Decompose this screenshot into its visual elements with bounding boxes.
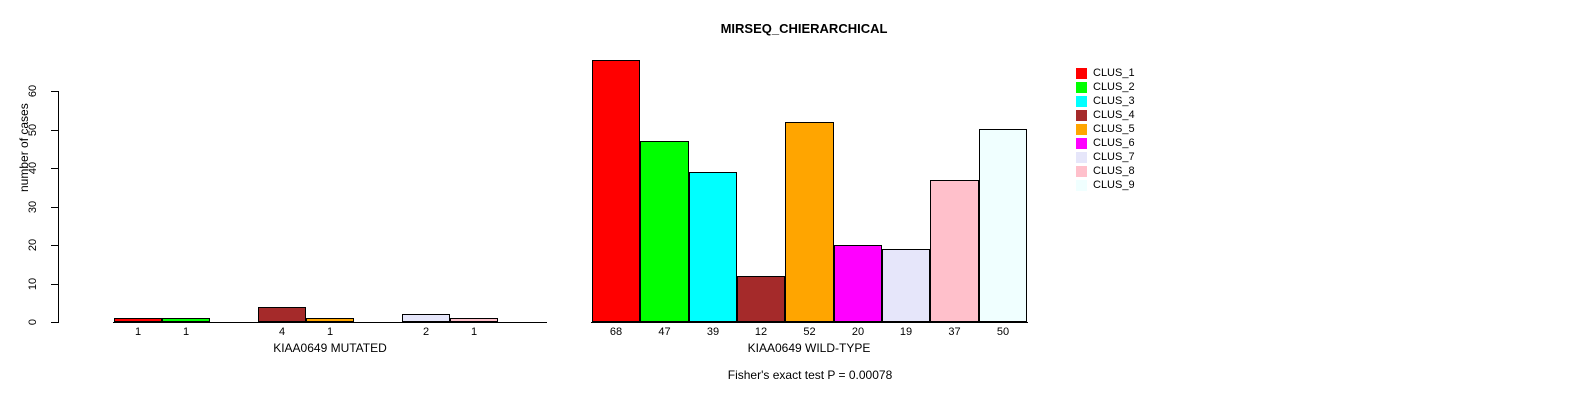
bar-CLUS_5-wildtype	[785, 122, 834, 322]
x-axis-line-mutated	[113, 322, 547, 323]
legend-item-clus_6: CLUS_6	[1076, 136, 1135, 150]
y-axis-tick	[51, 284, 58, 285]
legend-item-clus_1: CLUS_1	[1076, 66, 1135, 80]
legend-label: CLUS_4	[1093, 109, 1135, 121]
y-axis-tick-label: 20	[27, 238, 39, 252]
legend-label: CLUS_1	[1093, 67, 1135, 79]
legend-swatch-clus_7	[1076, 151, 1087, 163]
bar-CLUS_1-mutated	[114, 318, 162, 322]
bar-value-label: 2	[422, 326, 430, 338]
y-axis-line	[58, 91, 59, 323]
legend-label: CLUS_2	[1093, 81, 1135, 93]
legend-item-clus_2: CLUS_2	[1076, 80, 1135, 94]
bar-value-label: 4	[278, 326, 286, 338]
y-axis-tick	[51, 245, 58, 246]
legend-item-clus_8: CLUS_8	[1076, 164, 1135, 178]
legend-swatch-clus_8	[1076, 165, 1087, 177]
y-axis-tick	[51, 91, 58, 92]
y-axis-tick	[51, 322, 58, 323]
y-axis-tick-label: 50	[27, 123, 39, 137]
legend-swatch-clus_1	[1076, 67, 1087, 79]
y-axis-tick-label: 30	[27, 200, 39, 214]
legend-item-clus_5: CLUS_5	[1076, 122, 1135, 136]
bar-CLUS_7-mutated	[402, 314, 450, 322]
bar-CLUS_2-mutated	[162, 318, 210, 322]
bar-value-label: 52	[803, 326, 816, 338]
y-axis-tick-label: 0	[27, 318, 39, 326]
y-axis-tick	[51, 130, 58, 131]
legend-swatch-clus_3	[1076, 95, 1087, 107]
bar-CLUS_2-wildtype	[640, 141, 689, 322]
legend-label: CLUS_3	[1093, 95, 1135, 107]
bar-value-label: 39	[706, 326, 720, 338]
legend-label: CLUS_6	[1093, 137, 1135, 149]
fisher-test-text: Fisher's exact test P = 0.00078	[727, 368, 893, 382]
bar-CLUS_8-mutated	[450, 318, 498, 322]
bar-value-label: 50	[996, 326, 1010, 338]
bar-CLUS_7-wildtype	[882, 249, 930, 322]
bar-value-label: 1	[470, 326, 478, 338]
legend-label: CLUS_8	[1093, 165, 1135, 177]
bar-value-label: 37	[948, 326, 961, 338]
x-axis-line-wildtype	[591, 322, 1028, 323]
bar-CLUS_4-mutated	[258, 307, 306, 322]
bar-value-label: 68	[609, 326, 623, 338]
bar-value-label: 12	[754, 326, 768, 338]
y-axis-tick-label: 60	[27, 84, 39, 98]
bar-CLUS_4-wildtype	[737, 276, 785, 322]
bar-CLUS_1-wildtype	[592, 60, 640, 322]
legend-item-clus_9: CLUS_9	[1076, 178, 1135, 192]
legend-label: CLUS_7	[1093, 151, 1135, 163]
y-axis-tick	[51, 168, 58, 169]
legend-label: CLUS_9	[1093, 179, 1135, 191]
bar-value-label: 1	[182, 326, 190, 338]
y-axis-tick-label: 10	[27, 277, 39, 291]
chart-title: MIRSEQ_CHIERARCHICAL	[720, 21, 888, 36]
bar-CLUS_3-wildtype	[689, 172, 737, 322]
bar-CLUS_6-wildtype	[834, 245, 882, 322]
bar-value-label: 1	[326, 326, 334, 338]
legend-swatch-clus_5	[1076, 123, 1087, 135]
legend-item-clus_7: CLUS_7	[1076, 150, 1135, 164]
x-axis-label-wildtype: KIAA0649 WILD-TYPE	[747, 341, 871, 355]
y-axis-tick	[51, 207, 58, 208]
legend-swatch-clus_2	[1076, 81, 1087, 93]
bar-CLUS_8-wildtype	[930, 180, 979, 322]
bar-CLUS_9-wildtype	[979, 129, 1027, 322]
legend-item-clus_4: CLUS_4	[1076, 108, 1135, 122]
bar-value-label: 47	[658, 326, 671, 338]
y-axis-tick-label: 40	[27, 161, 39, 175]
bar-value-label: 19	[899, 326, 913, 338]
legend-label: CLUS_5	[1093, 123, 1135, 135]
bar-CLUS_5-mutated	[306, 318, 354, 322]
legend: CLUS_1 CLUS_2 CLUS_3 CLUS_4 CLUS_5 CLUS_6 CLUS…	[1076, 66, 1135, 192]
bar-value-label: 1	[134, 326, 142, 338]
bar-value-label: 20	[851, 326, 865, 338]
legend-swatch-clus_9	[1076, 179, 1087, 191]
legend-swatch-clus_4	[1076, 109, 1087, 121]
legend-item-clus_3: CLUS_3	[1076, 94, 1135, 108]
legend-swatch-clus_6	[1076, 137, 1087, 149]
x-axis-label-mutated: KIAA0649 MUTATED	[273, 341, 387, 355]
